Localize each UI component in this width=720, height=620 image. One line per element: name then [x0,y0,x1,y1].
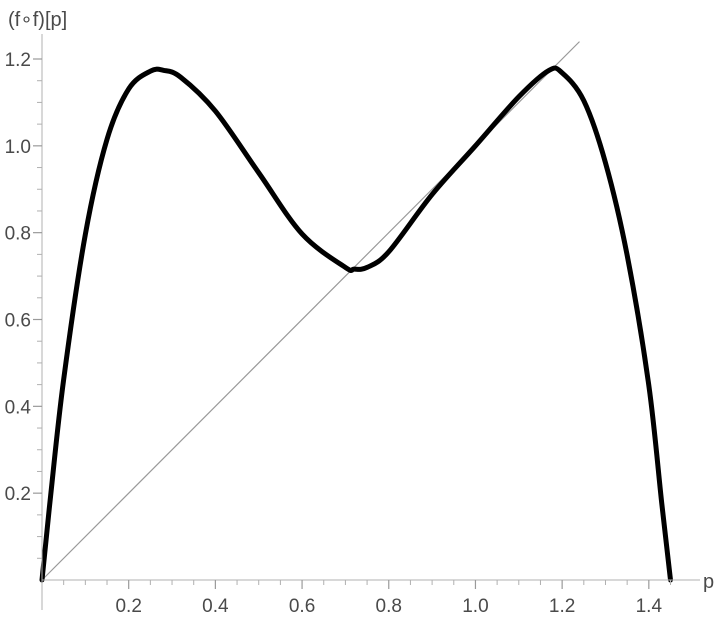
x-tick-label: 1.4 [636,596,663,617]
y-axis-label: (f∘f)[p] [8,9,67,31]
y-tick-label: 1.0 [5,137,31,158]
x-tick-label: 0.6 [289,596,315,617]
x-tick-label: 1.2 [549,596,575,617]
series-layer [39,41,673,583]
x-tick-label: 1.0 [462,596,488,617]
y-tick-label: 0.2 [5,484,31,505]
series-composite-curve [39,65,673,583]
axes-layer: 0.2 0.4 0.6 0.8 1.0 1.2 1.4 0.2 0.4 0.6 0.8 1.0 1.2 [5,34,700,617]
y-tick-label: 0.8 [5,224,31,245]
x-tick-label: 0.8 [376,596,402,617]
x-axis-label: p [703,571,714,593]
y-tick-label: 1.2 [5,50,31,71]
y-tick-label: 0.4 [5,397,32,418]
y-tick-label: 0.6 [5,311,31,332]
x-tick-label: 0.2 [115,596,141,617]
x-tick-label: 0.4 [202,596,229,617]
